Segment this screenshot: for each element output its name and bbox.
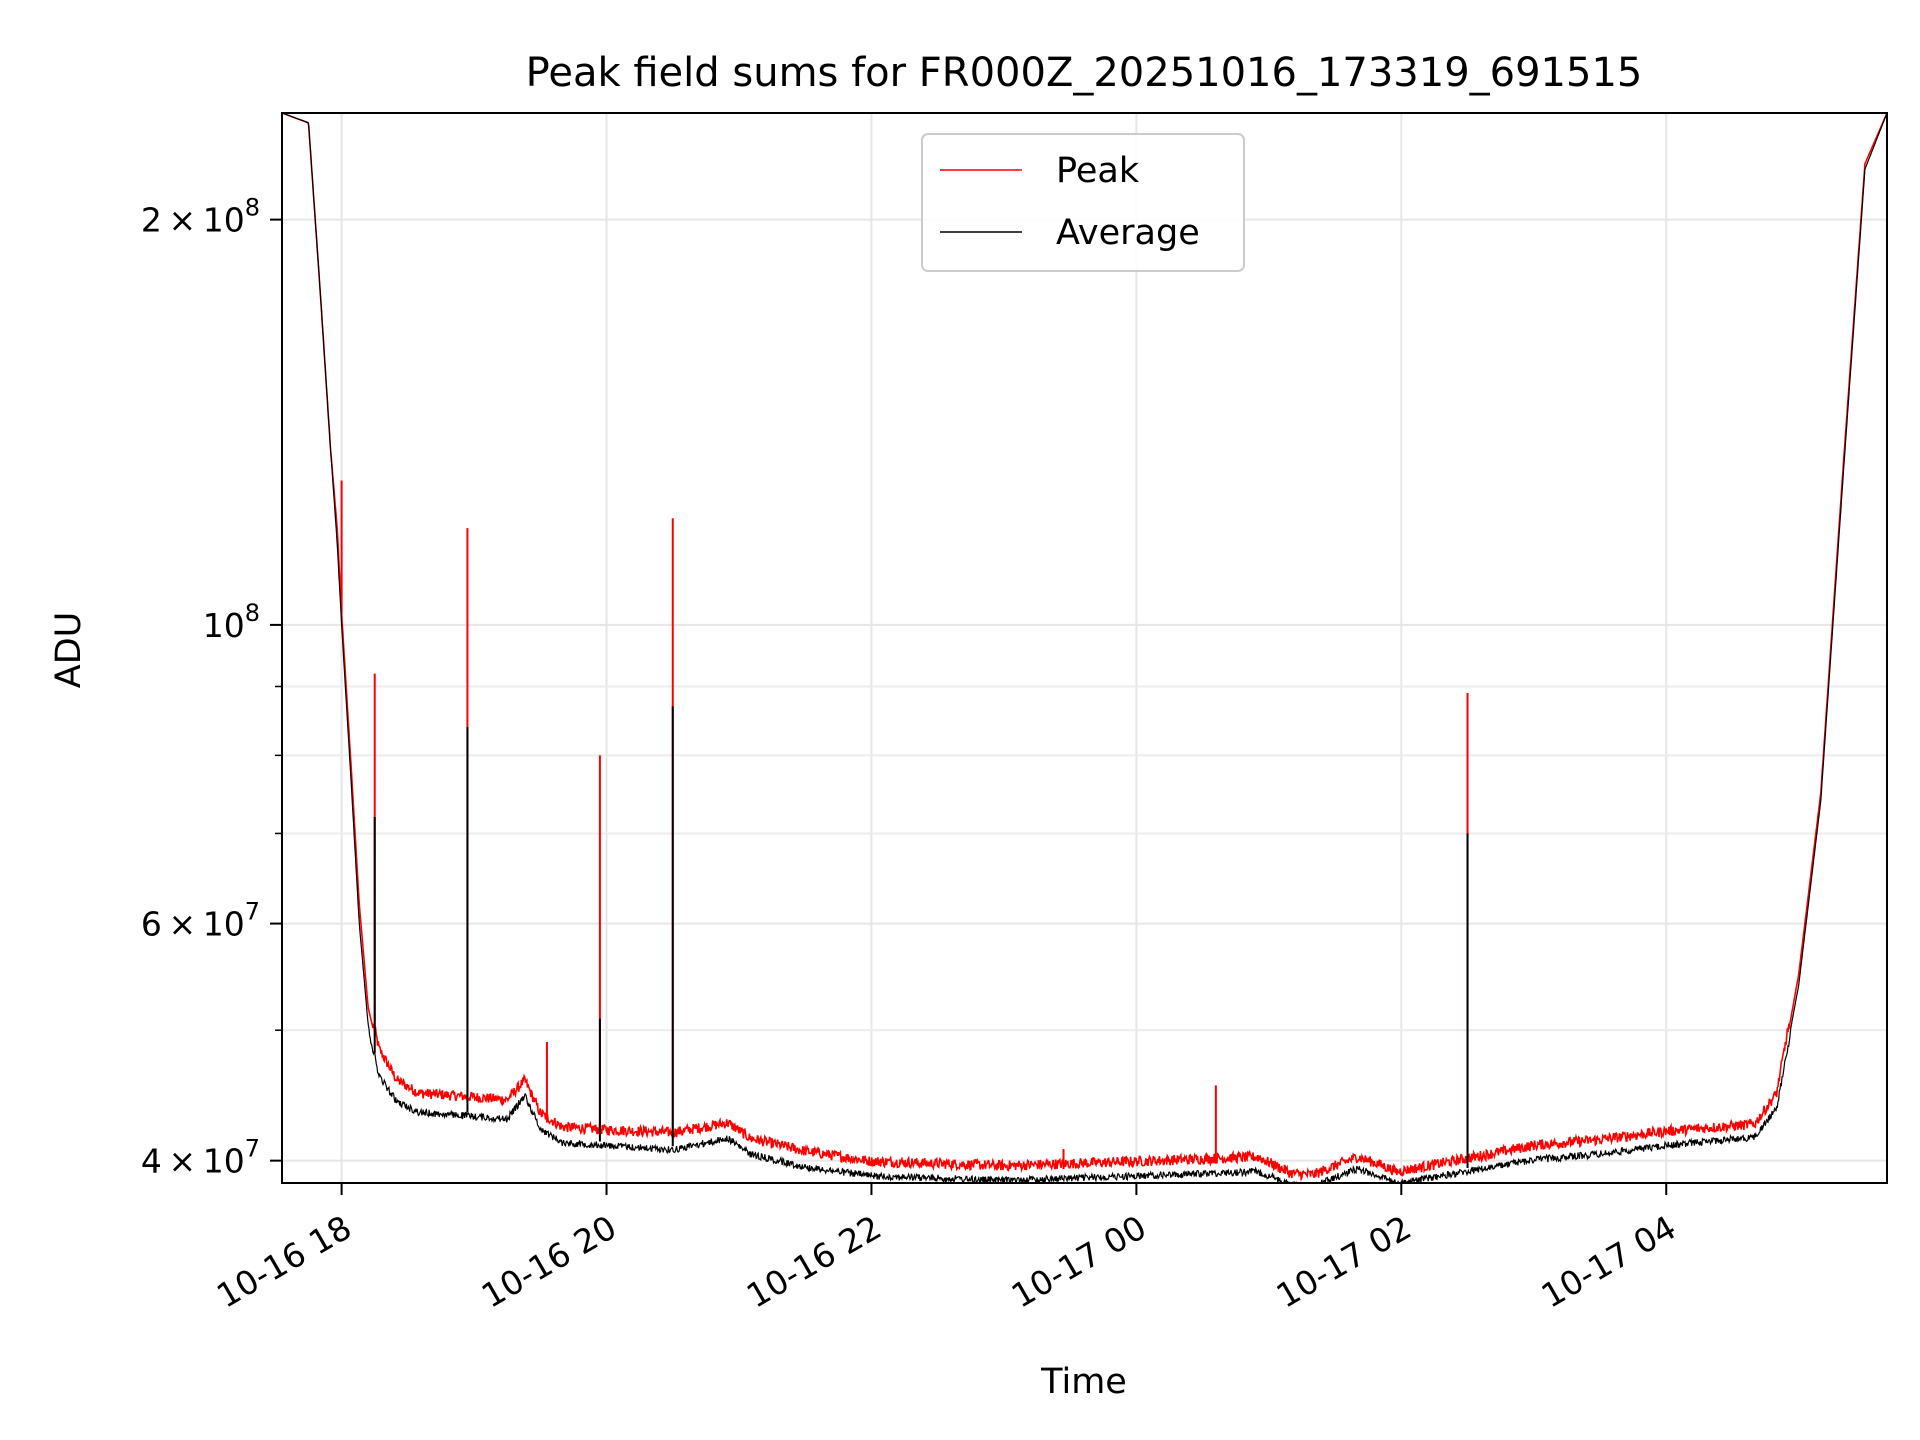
x-axis-label: Time <box>1040 1362 1127 1402</box>
plot-series <box>282 113 1887 1183</box>
y-tick-label: 2 × 108 <box>141 194 260 240</box>
legend: Peak Average <box>921 133 1245 272</box>
series-line-peak <box>282 113 1887 1182</box>
legend-box <box>921 133 1245 272</box>
y-tick-label: 108 <box>203 599 260 645</box>
chart-title: Peak field sums for FR000Z_20251016_1733… <box>526 50 1643 96</box>
legend-label-peak: Peak <box>1056 151 1140 191</box>
legend-label-average: Average <box>1056 213 1200 253</box>
plot-frame <box>281 112 1888 1184</box>
y-axis-label: ADU <box>49 612 89 689</box>
y-tick-label: 6 × 107 <box>141 898 260 944</box>
series-line-average <box>282 113 1887 1183</box>
y-tick-label: 4 × 107 <box>141 1135 260 1181</box>
